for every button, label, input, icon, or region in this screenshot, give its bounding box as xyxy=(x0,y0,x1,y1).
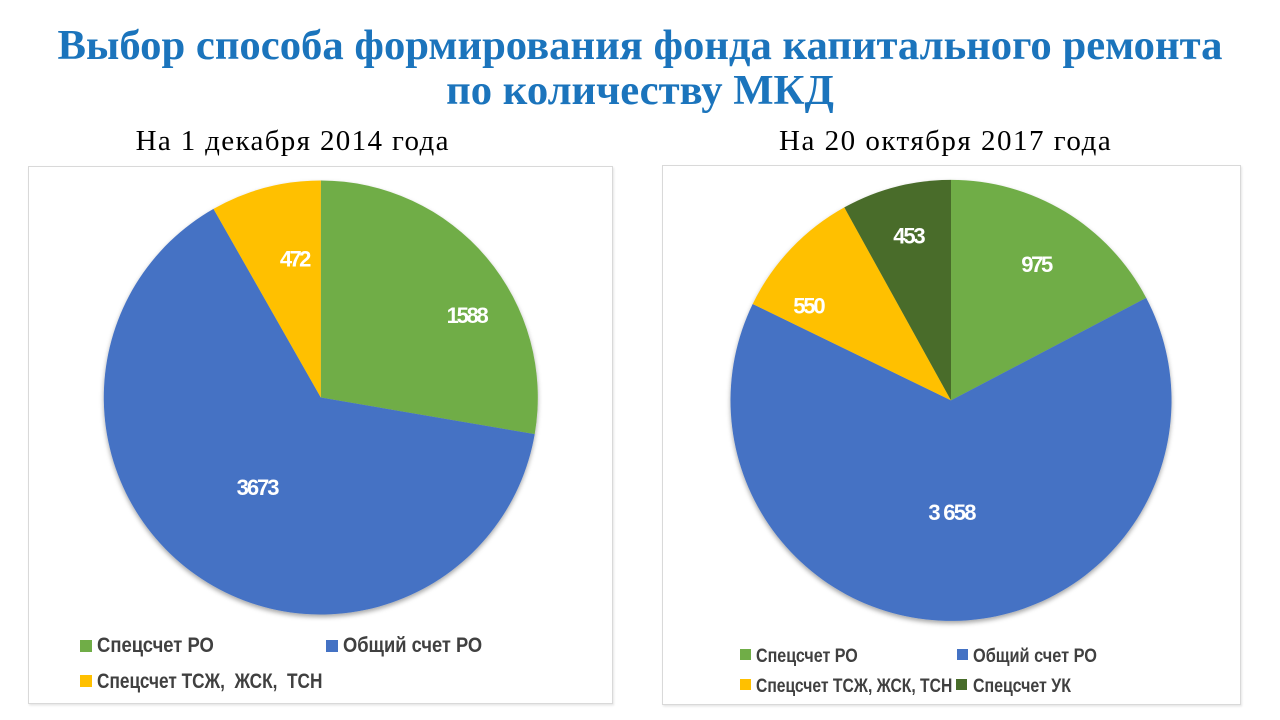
svg-text:1588: 1588 xyxy=(447,303,489,328)
svg-text:3 658: 3 658 xyxy=(928,500,976,525)
svg-text:975: 975 xyxy=(1021,252,1053,277)
svg-text:453: 453 xyxy=(893,223,925,248)
svg-text:3673: 3673 xyxy=(237,475,280,500)
svg-text:550: 550 xyxy=(793,294,825,319)
svg-text:472: 472 xyxy=(280,247,312,272)
